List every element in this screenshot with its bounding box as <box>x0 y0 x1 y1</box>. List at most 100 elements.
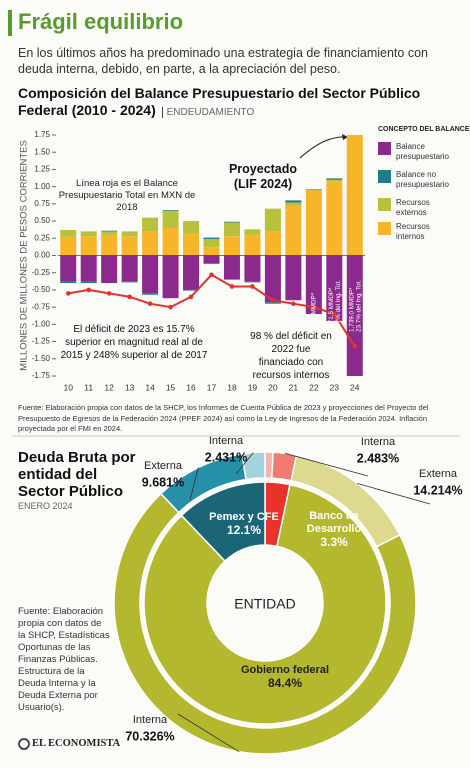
y-tick-label: -0.25 <box>32 268 51 277</box>
line-point <box>86 287 91 293</box>
bar-segment <box>203 238 220 248</box>
bar-segment <box>305 189 322 191</box>
bar-segment <box>183 255 200 290</box>
inner-value: 12.1% <box>226 523 262 537</box>
bar-segment <box>346 255 363 376</box>
chart-title: Composición del Balance Presupuestario d… <box>18 85 421 118</box>
legend-label: Balance no presupuestario <box>396 170 449 189</box>
bar-segment <box>101 234 118 256</box>
leader-line <box>284 452 369 477</box>
bar-segment <box>326 255 343 321</box>
legend-swatch <box>378 170 391 183</box>
x-tick-label: 19 <box>248 382 258 392</box>
bar-segment <box>60 255 77 282</box>
y-tick-label: -1.25 <box>32 337 51 346</box>
x-tick-label: 13 <box>125 382 135 392</box>
legend-swatch <box>378 142 391 155</box>
y-tick-label: -1.75 <box>32 371 51 380</box>
y-tick-label: 0.25 <box>34 233 50 242</box>
outer-value: 14.214% <box>413 483 462 497</box>
bar-segment <box>264 231 281 256</box>
annotation: Línea roja es el Balance Presupuestario … <box>58 178 196 213</box>
y-tick-label: -0.75 <box>32 302 51 311</box>
bar-segment <box>285 205 302 256</box>
bar-segment <box>142 293 159 295</box>
bar-segment <box>162 210 179 211</box>
line-point <box>127 294 132 300</box>
outer-value: 2.483% <box>357 451 399 465</box>
y-tick-label: -1.00 <box>32 319 51 328</box>
leader-line <box>235 452 254 475</box>
legend-title: CONCEPTO DEL BALANCE <box>378 126 470 133</box>
bar-segment <box>244 234 261 256</box>
bar-segment <box>80 236 97 256</box>
chart-source: Fuente: Elaboración propia con datos de … <box>18 403 429 433</box>
x-tick-label: 20 <box>268 382 278 392</box>
legend-swatch <box>378 222 391 235</box>
x-tick-label: 21 <box>289 382 299 392</box>
bar-segment <box>305 190 322 256</box>
bar-segment <box>244 229 261 235</box>
x-tick-label: 22 <box>309 382 319 392</box>
bar-segment <box>101 231 118 235</box>
page-title: Frágil equilibrio <box>18 9 184 34</box>
legend-label: Recursos externos <box>396 198 430 217</box>
bar-segment <box>101 230 118 232</box>
bar-segment <box>142 255 159 294</box>
page-subtitle: En los últimos años ha predominado una e… <box>18 46 428 76</box>
inner-label-box: Gobierno federal 84.4% <box>230 664 340 690</box>
leader-line <box>177 713 240 753</box>
legend-label: Balance presupuestario <box>396 142 449 161</box>
bar-segment <box>203 247 220 256</box>
y-tick-label: 1.00 <box>34 182 50 191</box>
bar-segment <box>183 221 200 234</box>
x-tick-label: 24 <box>350 382 360 392</box>
outer-label: Interna <box>361 436 396 448</box>
x-tick-label: 14 <box>145 382 155 392</box>
bar-segment <box>203 255 220 264</box>
line-point <box>291 301 296 307</box>
line-point <box>147 301 153 307</box>
bar-segment <box>183 233 200 256</box>
x-tick-label: 11 <box>84 382 93 392</box>
line-point <box>270 297 276 303</box>
projection-arrow <box>299 136 349 159</box>
chart-subtitle: ENDEUDAMIENTO <box>161 107 255 118</box>
x-tick-label: 23 <box>330 382 340 392</box>
y-tick-label: 0.00 <box>34 251 50 260</box>
title-accent <box>8 10 12 36</box>
donut-title: Deuda Bruta por entidad del Sector Públi… <box>18 449 136 500</box>
x-tick-label: 17 <box>207 382 217 392</box>
bar-segment <box>305 255 322 315</box>
bar-segment <box>101 255 118 284</box>
outer-label: Interna <box>133 714 168 726</box>
line-point <box>311 304 317 310</box>
bar-label: 951.3 MMDP* <box>311 292 318 332</box>
bar-segment <box>223 255 240 280</box>
bar-label: 1,071.5 MMDP* <box>328 287 335 332</box>
legend-swatch <box>378 198 391 211</box>
line-point <box>250 284 255 289</box>
annotation: 98 % del déficit en 2022 fue financiado … <box>248 330 334 382</box>
projection-arrowhead <box>342 134 348 140</box>
bar-segment <box>60 236 77 256</box>
line-point <box>209 272 214 278</box>
bar-label: 15.7% del Ing. Tot. <box>335 280 342 332</box>
leader-line <box>189 467 199 501</box>
outer-value: 2.431% <box>205 450 247 464</box>
bar-segment <box>162 227 179 256</box>
bar-segment <box>183 289 200 291</box>
inner-segment <box>180 481 266 563</box>
bar-segment <box>264 208 281 232</box>
line-point <box>65 291 71 296</box>
bar-segment <box>223 222 240 237</box>
inner-segment <box>143 483 387 725</box>
inner-label-box: Pemex y CFE 12.1% <box>198 511 290 537</box>
bar-segment <box>121 231 138 237</box>
x-tick-label: 16 <box>186 382 196 392</box>
x-tick-label: 18 <box>227 382 237 392</box>
outer-segment <box>113 492 417 755</box>
line-point <box>188 294 194 300</box>
bar-segment <box>203 237 220 239</box>
